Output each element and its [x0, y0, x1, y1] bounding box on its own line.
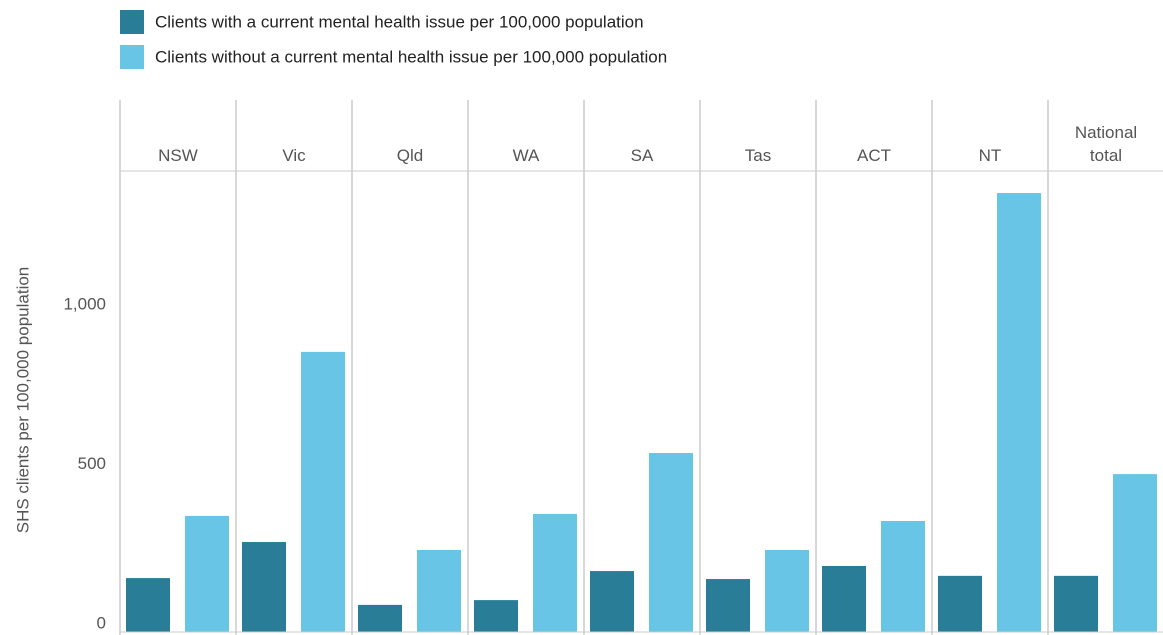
- panel-label-text: WA: [512, 146, 540, 165]
- bar: [822, 565, 866, 632]
- legend-swatch: [120, 45, 144, 69]
- legend-swatch: [120, 10, 144, 34]
- bar: [474, 600, 518, 632]
- bar: [417, 550, 461, 632]
- y-axis-title: SHS clients per 100,000 population: [13, 267, 32, 534]
- panel-label-text: National total: [1074, 123, 1138, 165]
- bar: [1113, 474, 1157, 632]
- legend-text: Clients with a current mental health iss…: [155, 12, 644, 31]
- bar: [301, 351, 345, 632]
- panel-label: Qld: [352, 100, 468, 167]
- panel-label: NT: [932, 100, 1048, 167]
- y-tick-label: 500: [78, 454, 106, 473]
- bar: [590, 571, 634, 632]
- panel-label: Tas: [700, 100, 816, 167]
- panel-label-text: Vic: [282, 146, 306, 165]
- panel-label: ACT: [816, 100, 932, 167]
- y-tick-label: 1,000: [63, 294, 106, 313]
- bar: [997, 193, 1041, 632]
- panel-label-text: NSW: [158, 146, 198, 165]
- panel-label-text: Tas: [744, 146, 772, 165]
- panel-label: NSW: [120, 100, 236, 167]
- bar: [126, 578, 170, 632]
- panel-label-text: Qld: [396, 146, 424, 165]
- bar: [649, 453, 693, 632]
- bar: [242, 542, 286, 632]
- bar: [881, 520, 925, 632]
- panel-label-text: SA: [630, 146, 654, 165]
- bar: [1054, 575, 1098, 632]
- panel-label: SA: [584, 100, 700, 167]
- bar: [358, 604, 402, 632]
- panel-label: Vic: [236, 100, 352, 167]
- y-tick-label: 0: [97, 613, 106, 632]
- bar: [938, 575, 982, 632]
- panel-label: WA: [468, 100, 584, 167]
- legend-text: Clients without a current mental health …: [155, 47, 667, 66]
- panel-label: National total: [1048, 100, 1163, 167]
- panel-label-text: NT: [978, 146, 1002, 165]
- bar: [185, 515, 229, 632]
- bar: [765, 550, 809, 632]
- panel-label-text: ACT: [857, 146, 891, 165]
- bar: [706, 579, 750, 632]
- bar: [533, 513, 577, 632]
